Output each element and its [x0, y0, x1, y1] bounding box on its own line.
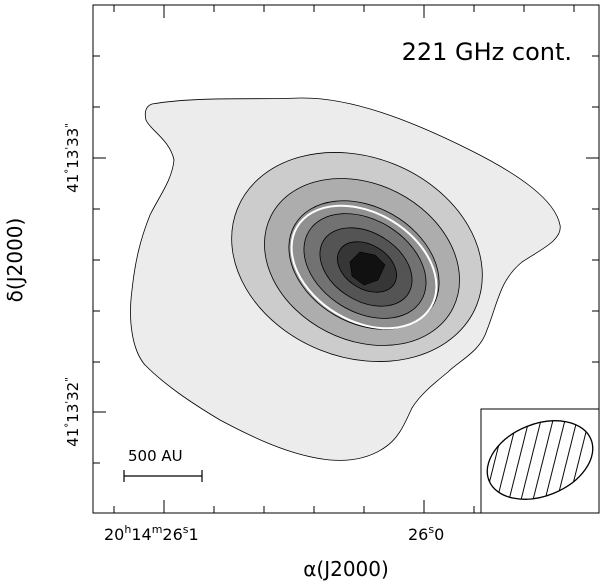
highlight-contour: [290, 204, 438, 330]
dec-arcmin: 13: [64, 404, 82, 423]
dec-arcsec: 32: [64, 382, 82, 401]
dec-deg-unit: °: [64, 423, 75, 428]
dec-arcmin: 13: [64, 150, 82, 169]
ra-hours: 20: [104, 525, 124, 544]
ra-s-unit: s: [428, 523, 434, 536]
dec-degrees: 41: [64, 428, 82, 447]
ra-s-unit: s: [183, 523, 189, 536]
dec-deg-unit: °: [64, 169, 75, 174]
chart-title: 221 GHz cont.: [402, 38, 572, 66]
dec-degrees: 41: [64, 174, 82, 193]
hatch-line: [556, 419, 578, 501]
scale-bar-label: 500 AU: [128, 447, 183, 465]
x-tick-label-26.0: 26s0: [408, 523, 444, 544]
contour-peak: [349, 251, 386, 286]
contour-map: [130, 97, 561, 461]
dec-arcsec: 33: [64, 128, 82, 147]
hatch-line: [544, 419, 566, 501]
dec-as-unit: ": [64, 377, 75, 382]
ra-fraction: 0: [434, 525, 444, 544]
hatch-line: [532, 419, 554, 501]
dec-as-unit: ": [64, 123, 75, 128]
dec-am-unit: ': [64, 147, 75, 150]
hatch-line: [520, 419, 542, 501]
ra-minutes: 14: [131, 525, 151, 544]
x-tick-label-26.1: 20h14m26s1: [104, 523, 199, 544]
y-tick-label-33: 41°13'33": [64, 123, 82, 193]
beam-ellipse: [486, 420, 594, 500]
ra-h-unit: h: [124, 523, 131, 536]
ra-seconds: 26: [408, 525, 428, 544]
y-axis-ticks: [93, 4, 599, 464]
plot-frame: [92, 4, 600, 514]
ra-seconds: 26: [162, 525, 182, 544]
dec-am-unit: ': [64, 401, 75, 404]
scale-bar: [123, 470, 203, 482]
ra-m-unit: m: [152, 523, 163, 536]
y-tick-label-32: 41°13'32": [64, 377, 82, 447]
x-axis-ticks: [113, 5, 575, 513]
x-axis-label: α(J2000): [303, 557, 389, 581]
ra-fraction: 1: [189, 525, 199, 544]
y-axis-label: δ(J2000): [3, 218, 27, 303]
hatch-line: [508, 419, 530, 501]
